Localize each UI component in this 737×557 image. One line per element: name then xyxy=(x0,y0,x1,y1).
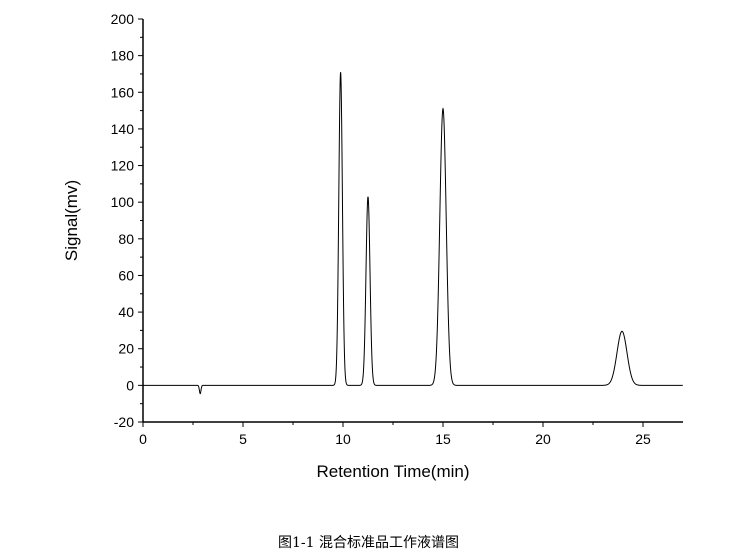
y-tick-label: 160 xyxy=(111,84,135,100)
x-tick-label: 10 xyxy=(335,431,351,447)
x-tick-label: 20 xyxy=(535,431,551,447)
signal-trace xyxy=(143,72,683,395)
y-tick-label: 40 xyxy=(118,304,134,320)
y-tick-label: 180 xyxy=(111,48,135,64)
x-tick-label: 5 xyxy=(239,431,247,447)
figure-caption: 图1-1 混合标准品工作液谱图 xyxy=(278,535,459,551)
y-tick-label: 20 xyxy=(118,341,134,357)
y-tick-label: 200 xyxy=(111,11,135,27)
y-tick-label: 140 xyxy=(111,121,135,137)
x-axis-label: Retention Time(min) xyxy=(316,462,469,481)
y-axis-label: Signal(mv) xyxy=(62,180,81,261)
y-tick-label: 0 xyxy=(126,377,134,393)
y-tick-label: -20 xyxy=(114,414,134,430)
y-tick-label: 80 xyxy=(118,231,134,247)
y-tick-label: 100 xyxy=(111,194,135,210)
y-tick-label: 60 xyxy=(118,267,134,283)
x-tick-label: 15 xyxy=(435,431,451,447)
y-tick-label: 120 xyxy=(111,158,135,174)
x-tick-label: 0 xyxy=(139,431,147,447)
x-tick-label: 25 xyxy=(635,431,651,447)
